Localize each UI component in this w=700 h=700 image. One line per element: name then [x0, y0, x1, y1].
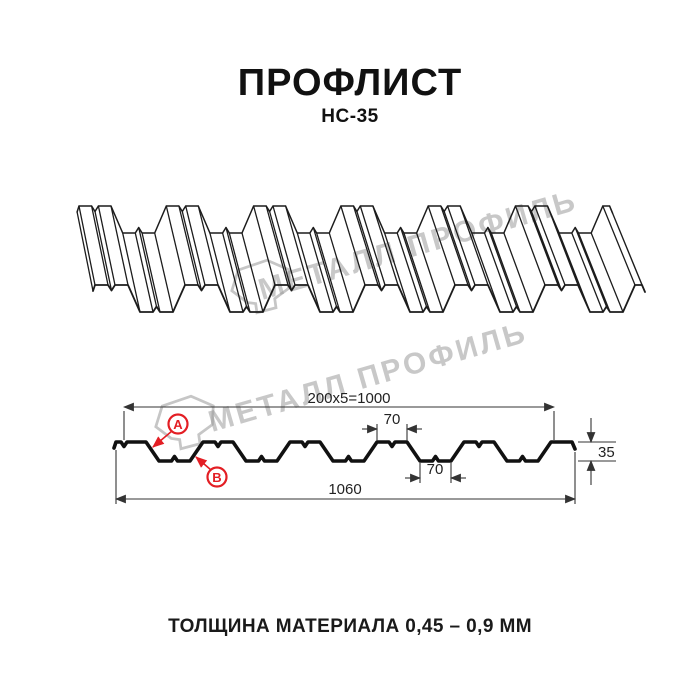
callout-b: B [195, 456, 228, 488]
dimension-height [578, 418, 616, 485]
fold-lines [76, 205, 646, 313]
dimension-valley-width-label: 70 [427, 461, 444, 478]
profile-outline [112, 440, 577, 463]
dimension-module-width-label: 200x5=1000 [308, 390, 391, 407]
dimension-crest-width [362, 424, 422, 441]
near-edge-profile [92, 284, 646, 313]
dimension-crest-width-label: 70 [384, 411, 401, 428]
dimension-total-width-label: 1060 [328, 481, 361, 498]
brand-logo-outline-icon [154, 394, 215, 451]
cross-section-drawing: 200x5=1000 70 70 1060 [112, 390, 616, 504]
watermark-text: МЕТАЛЛ ПРОФИЛЬ [255, 184, 582, 307]
profile-model-name: НС-35 [321, 106, 379, 127]
far-edge-profile [76, 205, 614, 234]
callout-b-label: B [212, 470, 221, 485]
watermark-cross-section: МЕТАЛЛ ПРОФИЛЬ [154, 316, 532, 451]
callout-a-label: A [173, 417, 183, 432]
dimension-module-width [122, 402, 556, 440]
thickness-note: ТОЛЩИНА МАТЕРИАЛА 0,45 – 0,9 ММ [168, 616, 532, 637]
page-title: ПРОФЛИСТ [237, 62, 463, 104]
dimension-height-label: 35 [598, 444, 615, 461]
watermark-text: МЕТАЛЛ ПРОФИЛЬ [205, 316, 532, 439]
callout-a: A [152, 413, 189, 448]
profile-3d-drawing [76, 205, 646, 313]
brand-logo-outline-icon [230, 258, 291, 315]
dimension-valley-width [405, 463, 466, 483]
dimension-total-width [114, 450, 577, 504]
